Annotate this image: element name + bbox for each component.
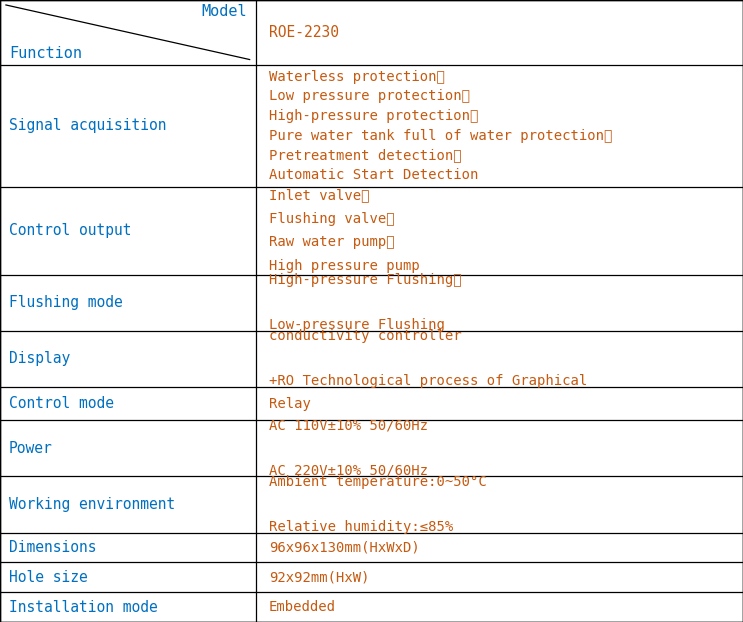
Text: Low pressure protection、: Low pressure protection、 (269, 90, 470, 103)
Text: Display: Display (9, 351, 70, 366)
Text: Control output: Control output (9, 223, 132, 238)
Text: Function: Function (9, 46, 82, 61)
Text: AC 110V±10% 50/60Hz: AC 110V±10% 50/60Hz (269, 419, 428, 433)
Text: Signal acquisition: Signal acquisition (9, 118, 166, 133)
Text: Control mode: Control mode (9, 396, 114, 411)
Text: Working environment: Working environment (9, 497, 175, 512)
Text: High-pressure protection、: High-pressure protection、 (269, 109, 478, 123)
Text: Power: Power (9, 441, 53, 456)
Text: High pressure pump: High pressure pump (269, 259, 420, 273)
Text: conductivity controller: conductivity controller (269, 330, 461, 343)
Text: Ambient temperature:0~50°C: Ambient temperature:0~50°C (269, 475, 487, 489)
Text: Embedded: Embedded (269, 600, 336, 614)
Text: Waterless protection、: Waterless protection、 (269, 70, 445, 84)
Text: 92x92mm(HxW): 92x92mm(HxW) (269, 570, 369, 584)
Text: +RO Technological process of Graphical: +RO Technological process of Graphical (269, 374, 587, 389)
Text: 96x96x130mm(HxWxD): 96x96x130mm(HxWxD) (269, 541, 420, 555)
Text: Model: Model (201, 4, 247, 19)
Text: Flushing valve、: Flushing valve、 (269, 212, 395, 226)
Text: Relative humidity:≤85%: Relative humidity:≤85% (269, 520, 453, 534)
Text: Raw water pump、: Raw water pump、 (269, 236, 395, 249)
Text: Flushing mode: Flushing mode (9, 295, 123, 310)
Text: Automatic Start Detection: Automatic Start Detection (269, 168, 478, 182)
Text: Low-pressure Flushing: Low-pressure Flushing (269, 318, 445, 332)
Text: High-pressure Flushing；: High-pressure Flushing； (269, 273, 461, 287)
Text: Relay: Relay (269, 397, 311, 411)
Text: AC 220V±10% 50/60Hz: AC 220V±10% 50/60Hz (269, 464, 428, 478)
Text: Pure water tank full of water protection、: Pure water tank full of water protection… (269, 129, 612, 142)
Text: Inlet valve、: Inlet valve、 (269, 188, 369, 203)
Text: ROE-2230: ROE-2230 (269, 25, 339, 40)
Text: Dimensions: Dimensions (9, 540, 97, 555)
Text: Hole size: Hole size (9, 570, 88, 585)
Text: Pretreatment detection、: Pretreatment detection、 (269, 148, 461, 162)
Text: Installation mode: Installation mode (9, 600, 158, 615)
